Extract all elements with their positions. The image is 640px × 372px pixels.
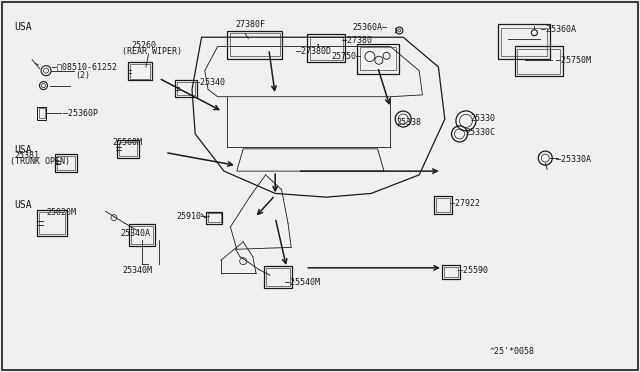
Text: 25560M: 25560M — [112, 138, 142, 147]
Bar — [434, 196, 452, 214]
Bar — [131, 226, 153, 244]
Bar — [500, 28, 547, 56]
Bar — [307, 34, 346, 62]
Text: 25910—: 25910— — [177, 212, 207, 221]
Bar — [38, 109, 45, 118]
Text: (TRUNK OPEN): (TRUNK OPEN) — [10, 157, 70, 166]
Text: 25381: 25381 — [14, 151, 39, 160]
Text: USA: USA — [14, 201, 32, 210]
Bar — [310, 37, 343, 60]
Text: —27922: —27922 — [450, 199, 480, 208]
Text: —25590: —25590 — [458, 266, 488, 275]
Bar — [117, 140, 139, 158]
Bar — [230, 33, 280, 56]
Text: 25340M: 25340M — [123, 266, 153, 275]
Text: (REAR WIPER): (REAR WIPER) — [122, 47, 182, 56]
Text: (2): (2) — [76, 71, 90, 80]
Text: —27380D: —27380D — [296, 47, 332, 56]
Bar — [444, 267, 458, 276]
Text: 25330C: 25330C — [466, 128, 496, 137]
Bar — [57, 156, 75, 170]
Bar — [177, 82, 195, 95]
Bar — [264, 266, 292, 288]
Bar — [442, 264, 460, 279]
Text: —25340: —25340 — [195, 78, 225, 87]
Text: —25360P: —25360P — [63, 109, 98, 118]
Text: 25750—: 25750— — [332, 52, 362, 61]
Text: USA: USA — [14, 145, 32, 154]
Bar — [119, 142, 137, 156]
Bar — [40, 212, 65, 234]
Bar — [55, 154, 77, 172]
Text: ^25'*0058: ^25'*0058 — [490, 347, 534, 356]
Text: —Ⓝ08510-61252: —Ⓝ08510-61252 — [52, 62, 118, 71]
Bar — [37, 107, 46, 120]
Text: 25338: 25338 — [397, 118, 422, 126]
Text: USA: USA — [14, 22, 32, 32]
Text: 25340A: 25340A — [120, 229, 150, 238]
Text: —25750M: —25750M — [556, 56, 591, 65]
Bar — [356, 44, 399, 74]
Bar — [497, 24, 550, 59]
Bar — [129, 224, 155, 246]
Text: 25020M: 25020M — [46, 208, 76, 217]
Text: —25540M: —25540M — [285, 278, 320, 287]
Text: 25330: 25330 — [470, 114, 495, 123]
Text: —25330A: —25330A — [556, 155, 591, 164]
Bar — [206, 212, 223, 224]
Bar — [175, 80, 196, 97]
Bar — [360, 47, 396, 70]
Bar — [38, 210, 67, 236]
Text: —25360A: —25360A — [541, 25, 576, 33]
Bar — [208, 213, 221, 222]
Bar — [227, 31, 282, 59]
Text: 25260: 25260 — [131, 41, 156, 50]
Bar — [127, 62, 152, 80]
Bar — [517, 48, 561, 74]
Text: —27380: —27380 — [342, 36, 372, 45]
Text: 25360A—: 25360A— — [352, 23, 387, 32]
Bar — [129, 64, 150, 79]
Bar — [266, 268, 291, 286]
Text: 27380F: 27380F — [236, 20, 266, 29]
Bar — [436, 198, 450, 212]
Bar — [515, 46, 563, 76]
